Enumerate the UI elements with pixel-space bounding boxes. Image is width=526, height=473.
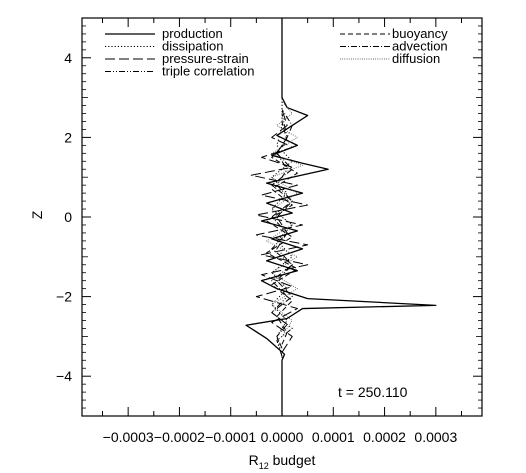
axis-ticks: −0.0003 −0.0002 −0.0001 0.0000 0.0001 0.0002 0… bbox=[56, 18, 482, 445]
x-tick-label: 0.0003 bbox=[414, 429, 457, 445]
x-axis-label-subscript: 12 bbox=[259, 461, 269, 471]
legend-label-buoyancy: buoyancy bbox=[392, 26, 448, 41]
x-axis-label-main: R bbox=[249, 452, 259, 468]
x-tick-label: 0.0002 bbox=[363, 429, 406, 445]
legend-label-pressure-strain: pressure-strain bbox=[162, 51, 249, 66]
x-axis-label-suffix: budget bbox=[269, 452, 316, 468]
y-axis-label: Z bbox=[29, 210, 45, 219]
series-line-pressure-strain bbox=[250, 109, 309, 353]
series-layer bbox=[245, 18, 437, 416]
series-line-production bbox=[245, 18, 437, 416]
legend-label-triple-correlation: triple correlation bbox=[162, 64, 255, 79]
legend-label-diffusion: diffusion bbox=[392, 51, 440, 66]
x-tick-label: −0.0003 bbox=[103, 429, 154, 445]
legend-label-production: production bbox=[162, 26, 223, 41]
y-tick-label: 4 bbox=[64, 50, 72, 66]
legend: productiondissipationpressure-straintrip… bbox=[105, 26, 448, 79]
x-axis-label: R12 budget bbox=[249, 452, 316, 471]
annotation-text: t = 250.110 bbox=[338, 384, 408, 400]
x-tick-label: −0.0001 bbox=[205, 429, 256, 445]
legend-label-advection: advection bbox=[392, 39, 448, 54]
x-tick-label: 0.0001 bbox=[312, 429, 355, 445]
series-line-advection bbox=[271, 109, 293, 349]
y-tick-label: −4 bbox=[56, 368, 72, 384]
y-tick-label: −2 bbox=[56, 289, 72, 305]
x-tick-label: 0.0000 bbox=[261, 429, 304, 445]
y-tick-label: 2 bbox=[64, 129, 72, 145]
legend-label-dissipation: dissipation bbox=[162, 39, 223, 54]
y-tick-label: 0 bbox=[64, 209, 72, 225]
x-tick-label: −0.0002 bbox=[154, 429, 205, 445]
